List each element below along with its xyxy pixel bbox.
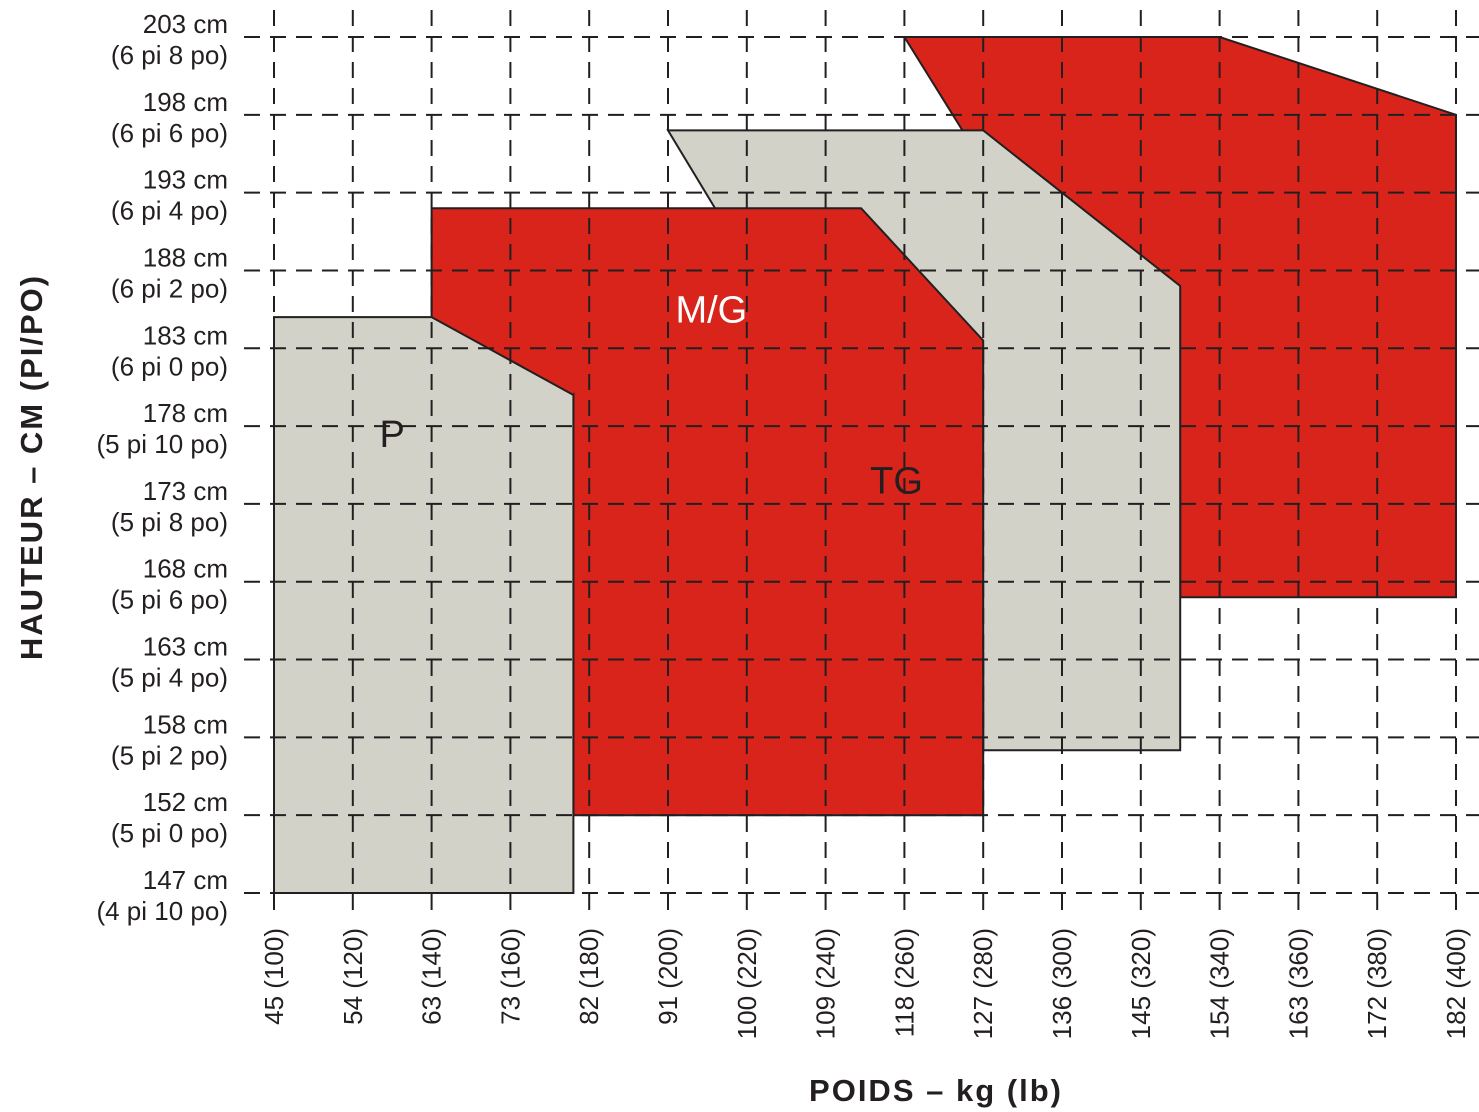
x-tick-label: 163 (360) <box>1283 928 1313 1039</box>
y-tick-label: 198 cm <box>143 87 228 117</box>
zone-label-tg: TG <box>870 461 923 503</box>
x-tick-label: 154 (340) <box>1205 928 1235 1039</box>
y-tick-sublabel: (5 pi 10 po) <box>96 429 228 459</box>
x-tick-label: 54 (120) <box>338 928 368 1025</box>
y-tick-sublabel: (6 pi 0 po) <box>111 351 228 381</box>
y-tick-sublabel: (6 pi 6 po) <box>111 118 228 148</box>
y-axis-title: HAUTEUR – CM (PI/PO) <box>14 274 49 660</box>
y-tick-label: 152 cm <box>143 787 228 817</box>
y-tick-label: 147 cm <box>143 865 228 895</box>
y-tick-sublabel: (6 pi 2 po) <box>111 273 228 303</box>
y-tick-label: 168 cm <box>143 554 228 584</box>
x-tick-label: 172 (380) <box>1362 928 1392 1039</box>
y-tick-sublabel: (5 pi 4 po) <box>111 663 228 693</box>
x-tick-label: 63 (140) <box>417 928 447 1025</box>
x-axis-title: POIDS – kg (lb) <box>809 1073 1063 1108</box>
x-tick-label: 82 (180) <box>574 928 604 1025</box>
zone-label-ttg: TTG <box>1221 763 1297 805</box>
x-tick-label: 91 (200) <box>653 928 683 1025</box>
y-tick-label: 183 cm <box>143 320 228 350</box>
x-tick-label: 109 (240) <box>811 928 841 1039</box>
y-tick-sublabel: (5 pi 8 po) <box>111 507 228 537</box>
zone-label-m-g: M/G <box>675 289 747 331</box>
x-tick-label: 182 (400) <box>1441 928 1471 1039</box>
y-tick-label: 203 cm <box>143 9 228 39</box>
y-tick-label: 163 cm <box>143 632 228 662</box>
y-tick-label: 178 cm <box>143 398 228 428</box>
y-tick-sublabel: (5 pi 0 po) <box>111 818 228 848</box>
y-tick-label: 188 cm <box>143 242 228 272</box>
zone-p <box>273 316 575 894</box>
x-tick-label: 45 (100) <box>259 928 289 1025</box>
x-tick-label: 73 (160) <box>495 928 525 1025</box>
x-tick-label: 127 (280) <box>968 928 998 1039</box>
x-tick-label: 100 (220) <box>732 928 762 1039</box>
y-tick-sublabel: (6 pi 4 po) <box>111 196 228 226</box>
y-tick-label: 173 cm <box>143 476 228 506</box>
y-tick-sublabel: (5 pi 6 po) <box>111 585 228 615</box>
y-tick-label: 158 cm <box>143 709 228 739</box>
x-tick-label: 136 (300) <box>1047 928 1077 1039</box>
size-zones <box>273 36 1457 894</box>
x-axis-ticks: 45 (100) 54 (120) 63 (140) 73 (160) 82 (180)… <box>259 928 1471 1039</box>
y-tick-label: 193 cm <box>143 165 228 195</box>
y-tick-sublabel: (6 pi 8 po) <box>111 40 228 70</box>
y-tick-sublabel: (4 pi 10 po) <box>96 896 228 926</box>
x-tick-label: 118 (260) <box>889 928 919 1037</box>
zone-labels: TTG TG M/G P <box>380 289 1297 804</box>
y-tick-sublabel: (5 pi 2 po) <box>111 740 228 770</box>
y-axis-ticks: 147 cm(4 pi 10 po) 152 cm(5 pi 0 po) 158 c… <box>96 9 228 926</box>
chart-grid <box>244 10 1479 918</box>
x-tick-label: 145 (320) <box>1126 928 1156 1039</box>
zone-label-p: P <box>380 414 405 456</box>
